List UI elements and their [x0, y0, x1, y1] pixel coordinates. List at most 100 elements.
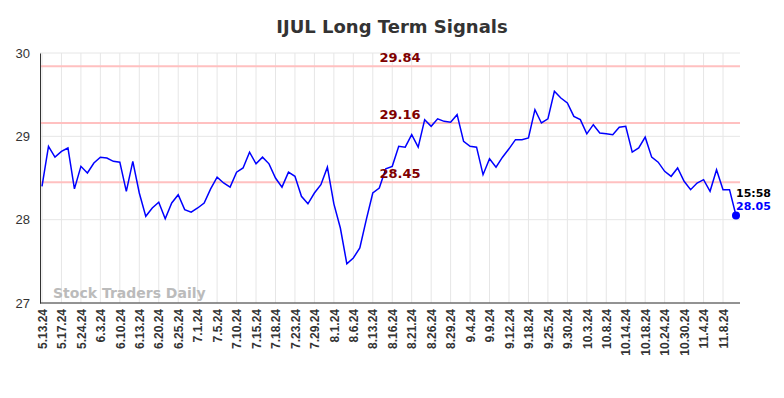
- x-tick: 7.29.24: [308, 303, 322, 349]
- grid-line-x: [100, 53, 101, 303]
- grid-line-x: [431, 53, 432, 303]
- signal-line: [40, 181, 740, 183]
- x-tick-label: 8.6.24: [347, 309, 361, 343]
- x-tick: 5.13.24: [36, 303, 50, 349]
- y-axis-line: [40, 54, 41, 304]
- x-tick-label: 9.25.24: [542, 309, 556, 349]
- grid-line-y: [40, 136, 740, 137]
- grid-line-x: [547, 53, 548, 303]
- grid-line-x: [508, 53, 509, 303]
- grid-line-x: [178, 53, 179, 303]
- grid-line-x: [645, 53, 646, 303]
- x-tick: 8.1.24: [328, 303, 342, 342]
- x-tick-label: 8.16.24: [386, 309, 400, 349]
- grid-line-x: [333, 53, 334, 303]
- x-tick: 8.13.24: [366, 303, 380, 349]
- x-tick-label: 6.20.24: [152, 309, 166, 349]
- x-tick: 10.30.24: [678, 303, 692, 356]
- grid-line-x: [42, 53, 43, 303]
- x-tick-label: 10.18.24: [639, 309, 653, 356]
- x-tick-label: 10.8.24: [600, 309, 614, 349]
- x-tick-label: 7.1.24: [191, 309, 205, 343]
- y-tick-label: 27: [16, 296, 30, 311]
- grid-line-x: [80, 53, 81, 303]
- x-tick-label: 7.5.24: [211, 309, 225, 343]
- x-tick-label: 8.13.24: [366, 309, 380, 349]
- x-tick: 6.20.24: [152, 303, 166, 349]
- x-tick: 7.18.24: [269, 303, 283, 349]
- grid-line-x: [684, 53, 685, 303]
- x-tick-label: 5.24.24: [75, 309, 89, 349]
- x-tick: 7.10.24: [230, 303, 244, 349]
- x-tick: 7.1.24: [191, 303, 205, 342]
- grid-line-x: [119, 53, 120, 303]
- x-tick: 9.30.24: [561, 303, 575, 349]
- grid-line-y: [40, 219, 740, 220]
- x-tick: 9.9.24: [483, 303, 497, 342]
- grid-line-y: [40, 303, 740, 304]
- y-tick: 27: [16, 296, 40, 311]
- x-tick-label: 8.26.24: [425, 309, 439, 349]
- grid-line-x: [723, 53, 724, 303]
- x-tick-label: 9.4.24: [464, 309, 478, 343]
- y-axis: 27 28 29 30: [16, 46, 41, 311]
- x-tick: 9.12.24: [503, 303, 517, 349]
- x-tick-label: 7.29.24: [308, 309, 322, 349]
- grid-line-x: [236, 53, 237, 303]
- signal-lines: [40, 66, 740, 182]
- price-line: [42, 91, 736, 264]
- grid-line-x: [450, 53, 451, 303]
- grid-line-x: [567, 53, 568, 303]
- signal-line: [40, 122, 740, 124]
- x-tick: 10.14.24: [619, 303, 633, 356]
- y-tick: 29: [16, 129, 40, 144]
- x-tick-label: 6.10.24: [114, 309, 128, 349]
- x-tick: 6.25.24: [172, 303, 186, 349]
- x-tick: 11.8.24: [717, 303, 731, 348]
- x-tick-label: 10.3.24: [581, 309, 595, 349]
- value-label: 28.05: [736, 200, 771, 213]
- x-tick: 10.18.24: [639, 303, 653, 356]
- x-tick: 9.4.24: [464, 303, 478, 342]
- x-tick: 9.25.24: [542, 303, 556, 349]
- x-tick: 5.17.24: [55, 303, 69, 349]
- grid-line-x: [489, 53, 490, 303]
- x-tick: 10.24.24: [658, 303, 672, 356]
- x-tick-label: 5.13.24: [36, 309, 50, 349]
- x-tick-label: 7.18.24: [269, 309, 283, 349]
- grid-line-x: [470, 53, 471, 303]
- last-point: [732, 212, 740, 220]
- grid-line-x: [703, 53, 704, 303]
- time-label: 15:58: [736, 187, 771, 200]
- x-tick-label: 9.12.24: [503, 309, 517, 349]
- x-tick: 8.26.24: [425, 303, 439, 349]
- x-tick: 10.3.24: [581, 303, 595, 349]
- grid-line-x: [372, 53, 373, 303]
- y-tick-label: 30: [16, 46, 30, 61]
- x-tick-label: 11.4.24: [697, 309, 711, 349]
- x-tick: 9.18.24: [522, 303, 536, 349]
- grid-line-x: [314, 53, 315, 303]
- x-tick-label: 9.18.24: [522, 309, 536, 349]
- x-tick: 10.8.24: [600, 303, 614, 349]
- x-tick: 8.6.24: [347, 303, 361, 342]
- grid: [40, 53, 740, 303]
- x-tick-label: 6.13.24: [133, 309, 147, 349]
- signal-label: 28.45: [379, 166, 420, 181]
- x-tick: 8.29.24: [444, 303, 458, 349]
- grid-line-x: [625, 53, 626, 303]
- grid-line-x: [353, 53, 354, 303]
- signal-line: [40, 65, 740, 67]
- x-tick: 7.23.24: [289, 303, 303, 349]
- x-tick-label: 11.8.24: [717, 309, 731, 349]
- x-tick-label: 8.21.24: [405, 309, 419, 349]
- x-tick-label: 6.3.24: [94, 309, 108, 343]
- y-tick: 28: [16, 212, 40, 227]
- x-tick-label: 10.30.24: [678, 309, 692, 356]
- grid-line-x: [586, 53, 587, 303]
- x-tick: 11.4.24: [697, 303, 711, 348]
- y-tick-label: 29: [16, 129, 30, 144]
- x-tick-label: 7.23.24: [289, 309, 303, 349]
- signal-label: 29.84: [379, 50, 420, 65]
- grid-line-x: [139, 53, 140, 303]
